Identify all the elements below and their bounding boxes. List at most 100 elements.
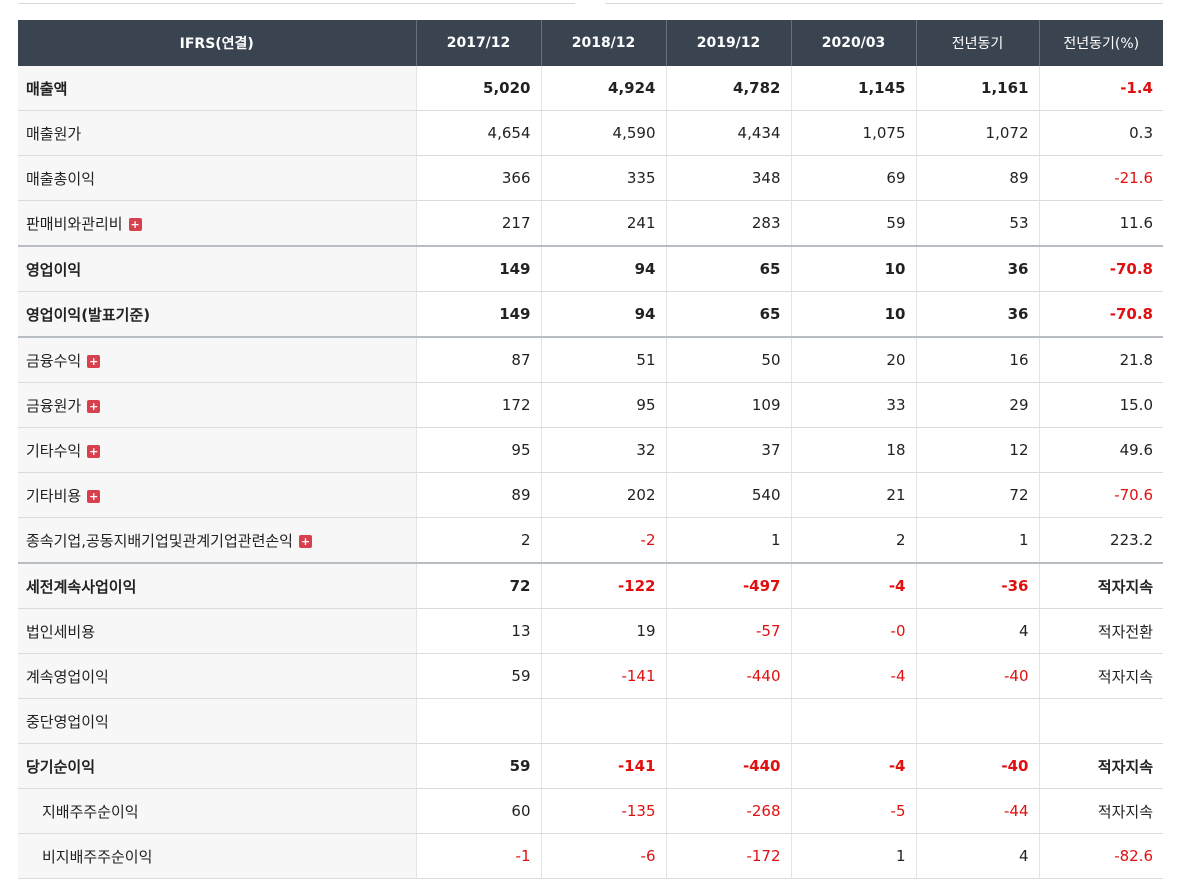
row-label-text: 매출액 — [26, 79, 68, 98]
value-cell: 1 — [665, 517, 791, 564]
table-row: 매출액 5,020 4,924 4,782 1,145 1,161 -1.4 — [18, 66, 1163, 111]
value-cell: 적자지속 — [1038, 743, 1163, 789]
value-cell: 1,075 — [790, 110, 916, 156]
table-row: 당기순이익 59 -141 -440 -4 -40 적자지속 — [18, 743, 1163, 789]
value-cell: 36 — [915, 245, 1039, 292]
row-label: 법인세비용 — [18, 608, 416, 654]
plus-icon[interactable]: + — [87, 354, 101, 368]
value-cell: 1 — [915, 517, 1039, 564]
value-cell: -4 — [790, 653, 916, 699]
value-cell: -172 — [665, 833, 791, 879]
row-label-text: 판매비와관리비 — [26, 214, 123, 233]
top-divider-left — [18, 3, 575, 4]
table-row: 영업이익 149 94 65 10 36 -70.8 — [18, 245, 1163, 292]
value-cell: -1.4 — [1038, 66, 1163, 111]
value-cell: 12 — [915, 427, 1039, 473]
value-cell: 109 — [665, 382, 791, 428]
table-row: 세전계속사업이익 72 -122 -497 -4 -36 적자지속 — [18, 562, 1163, 609]
value-cell: 2 — [790, 517, 916, 564]
value-cell: 37 — [665, 427, 791, 473]
row-label: 종속기업,공동지배기업및관계기업관련손익 + — [18, 517, 416, 564]
value-cell — [665, 698, 791, 744]
row-label-text: 금융수익 — [26, 351, 82, 370]
plus-icon[interactable]: + — [87, 444, 101, 458]
value-cell: 241 — [540, 200, 666, 247]
value-cell: 217 — [415, 200, 541, 247]
row-label: 매출원가 — [18, 110, 416, 156]
value-cell: 20 — [790, 336, 916, 383]
value-cell: 59 — [790, 200, 916, 247]
table-row: 지배주주순이익 60 -135 -268 -5 -44 적자지속 — [18, 788, 1163, 834]
header-2020-03: 2020/03 — [790, 20, 916, 66]
table-row: 계속영업이익 59 -141 -440 -4 -40 적자지속 — [18, 653, 1163, 699]
value-cell: 4,654 — [415, 110, 541, 156]
value-cell: 2 — [415, 517, 541, 564]
header-ifrs: IFRS(연결) — [18, 20, 416, 66]
value-cell — [415, 698, 541, 744]
value-cell: -1 — [415, 833, 541, 879]
value-cell: -4 — [790, 743, 916, 789]
value-cell: -36 — [915, 562, 1039, 609]
value-cell: 적자지속 — [1038, 788, 1163, 834]
plus-icon[interactable]: + — [128, 217, 142, 231]
value-cell: 36 — [915, 291, 1039, 338]
value-cell: 29 — [915, 382, 1039, 428]
value-cell: 32 — [540, 427, 666, 473]
value-cell: 69 — [790, 155, 916, 201]
header-2018-12: 2018/12 — [540, 20, 666, 66]
value-cell: 540 — [665, 472, 791, 518]
value-cell: -44 — [915, 788, 1039, 834]
value-cell: 348 — [665, 155, 791, 201]
row-label: 중단영업이익 — [18, 698, 416, 744]
value-cell: 18 — [790, 427, 916, 473]
row-label: 기타수익 + — [18, 427, 416, 473]
value-cell: 223.2 — [1038, 517, 1163, 564]
value-cell: 60 — [415, 788, 541, 834]
table-row: 영업이익(발표기준) 149 94 65 10 36 -70.8 — [18, 291, 1163, 338]
row-label-text: 매출원가 — [26, 124, 82, 143]
value-cell: 95 — [415, 427, 541, 473]
value-cell: -40 — [915, 653, 1039, 699]
value-cell: 10 — [790, 291, 916, 338]
value-cell: 1,145 — [790, 66, 916, 111]
row-label: 금융수익 + — [18, 336, 416, 383]
value-cell: 11.6 — [1038, 200, 1163, 247]
value-cell: 335 — [540, 155, 666, 201]
value-cell: 4,434 — [665, 110, 791, 156]
value-cell: 51 — [540, 336, 666, 383]
plus-icon[interactable]: + — [87, 399, 101, 413]
table-row: 중단영업이익 — [18, 698, 1163, 744]
value-cell: 21 — [790, 472, 916, 518]
value-cell: -6 — [540, 833, 666, 879]
value-cell: 1,072 — [915, 110, 1039, 156]
row-label-text: 지배주주순이익 — [42, 802, 139, 821]
plus-icon[interactable]: + — [87, 489, 101, 503]
value-cell: 89 — [915, 155, 1039, 201]
value-cell: 59 — [415, 743, 541, 789]
value-cell: -141 — [540, 653, 666, 699]
row-label: 기타비용 + — [18, 472, 416, 518]
value-cell: -57 — [665, 608, 791, 654]
row-label: 영업이익 — [18, 245, 416, 292]
plus-icon[interactable]: + — [298, 534, 312, 548]
row-label: 계속영업이익 — [18, 653, 416, 699]
value-cell — [540, 698, 666, 744]
value-cell: 89 — [415, 472, 541, 518]
value-cell: -21.6 — [1038, 155, 1163, 201]
value-cell: 4,782 — [665, 66, 791, 111]
table-row: 판매비와관리비 +217 241 283 59 53 11.6 — [18, 200, 1163, 247]
value-cell: 72 — [915, 472, 1039, 518]
top-divider-right — [605, 3, 1163, 4]
value-cell: -122 — [540, 562, 666, 609]
header-2019-12: 2019/12 — [665, 20, 791, 66]
header-2017-12: 2017/12 — [415, 20, 541, 66]
value-cell: -40 — [915, 743, 1039, 789]
value-cell: -4 — [790, 562, 916, 609]
table-row: 기타수익 +95 32 37 18 12 49.6 — [18, 427, 1163, 473]
table-row: 비지배주주순이익 -1 -6 -172 1 4 -82.6 — [18, 833, 1163, 879]
value-cell: 149 — [415, 291, 541, 338]
value-cell: 95 — [540, 382, 666, 428]
row-label: 금융원가 + — [18, 382, 416, 428]
row-label: 비지배주주순이익 — [18, 833, 416, 879]
header-prev-period: 전년동기 — [915, 20, 1039, 66]
